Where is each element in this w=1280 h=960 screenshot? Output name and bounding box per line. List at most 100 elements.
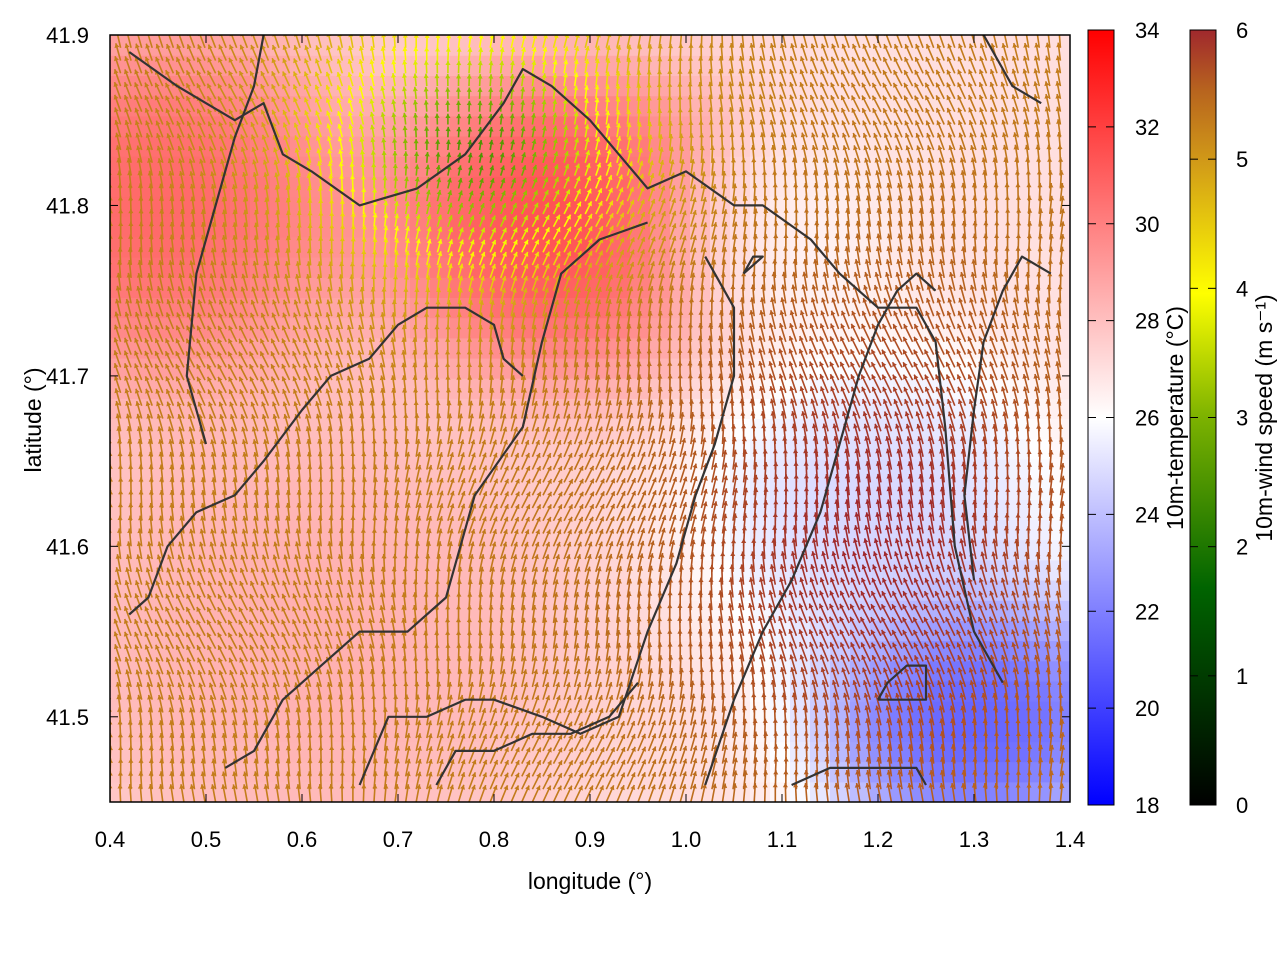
heat-cell — [990, 761, 1011, 783]
heat-cell — [930, 317, 951, 339]
heat-cell — [490, 55, 511, 76]
heat-cell — [1050, 438, 1070, 460]
wind-arrow-head — [103, 350, 108, 355]
heat-cell — [250, 216, 271, 238]
heat-cell — [310, 398, 331, 420]
wind-arrow-head — [125, 669, 131, 675]
heat-cell — [670, 216, 691, 238]
wind-arrow-head — [136, 286, 142, 291]
heat-cell — [430, 398, 451, 420]
wind-arrow-head — [145, 401, 151, 407]
heat-cell — [650, 95, 671, 117]
heat-cell — [290, 115, 311, 137]
heat-cell — [570, 35, 591, 56]
heat-cell — [850, 216, 871, 238]
wind-arrows — [103, 35, 1066, 802]
heat-cell — [930, 216, 951, 238]
heat-cell — [250, 580, 271, 601]
heat-cell — [230, 236, 251, 258]
wind-arrow-shaft — [110, 121, 111, 125]
heat-cell — [610, 95, 631, 117]
heat-cell — [850, 55, 871, 76]
wind-arrow-shaft — [110, 620, 111, 623]
heat-cell — [630, 216, 651, 238]
heat-cell — [110, 680, 131, 702]
heat-cell — [930, 559, 951, 581]
heat-cell — [910, 519, 931, 541]
heat-cell — [1050, 721, 1070, 743]
wind-arrow-head — [134, 631, 139, 637]
heat-cell — [1010, 438, 1031, 460]
heat-cell — [930, 156, 951, 177]
heat-cell — [710, 55, 731, 76]
heat-cell — [650, 156, 671, 177]
heat-cell — [170, 317, 191, 339]
heat-cell — [750, 761, 771, 783]
wind-arrow-head — [135, 43, 140, 49]
heat-cell — [810, 580, 831, 601]
heat-cell — [150, 277, 171, 298]
heat-cell — [150, 135, 171, 157]
heat-cell — [390, 55, 411, 76]
heat-cell — [750, 781, 771, 802]
heat-cell — [110, 156, 131, 177]
wind-arrow-head — [134, 82, 139, 88]
wind-arrow-head — [144, 593, 150, 599]
wind-arrow-head — [104, 43, 109, 48]
wind-arrow-head — [124, 388, 130, 394]
heat-cell — [510, 660, 531, 682]
heat-cell — [770, 438, 791, 460]
heat-cell — [330, 539, 351, 561]
heat-cell — [710, 297, 731, 319]
heat-cell — [230, 761, 251, 783]
heat-cell — [850, 479, 871, 500]
wind-arrow-head — [114, 580, 120, 585]
wind-arrow-head — [125, 682, 131, 687]
wind-arrow-head — [123, 350, 129, 356]
heat-cell — [250, 337, 271, 359]
heat-cell — [850, 721, 871, 743]
heat-cell — [270, 761, 291, 783]
heat-cell — [610, 357, 631, 379]
heat-cell — [710, 640, 731, 662]
wind-arrow-head — [145, 567, 151, 573]
heat-cell — [170, 499, 191, 520]
heat-cell — [1030, 660, 1051, 682]
heat-cell — [990, 479, 1011, 500]
heat-cell — [430, 176, 451, 198]
heat-cell — [610, 176, 631, 198]
heat-cell — [690, 236, 711, 258]
heat-cell — [530, 115, 551, 137]
heat-cell — [750, 741, 771, 763]
heat-cell — [650, 337, 671, 359]
heat-cell — [490, 559, 511, 581]
heat-cell — [930, 721, 951, 743]
heat-cell — [870, 600, 891, 621]
heat-cell — [530, 438, 551, 460]
heat-cell — [850, 337, 871, 359]
heat-cell — [630, 600, 651, 621]
heat-cell — [490, 781, 511, 802]
heat-cell — [1030, 277, 1051, 298]
heat-cell — [850, 559, 871, 581]
heat-cell — [770, 600, 791, 621]
heat-cell — [330, 458, 351, 480]
heat-cell — [990, 216, 1011, 238]
heat-cell — [170, 620, 191, 642]
heat-cell — [1030, 559, 1051, 581]
heat-cell — [130, 721, 151, 743]
heat-cell — [330, 216, 351, 238]
heat-cell — [1050, 620, 1070, 642]
heat-cell — [550, 600, 571, 621]
heat-cell — [370, 398, 391, 420]
heat-cell — [490, 115, 511, 137]
heat-cell — [850, 236, 871, 258]
heat-cell — [850, 519, 871, 541]
heat-cell — [1030, 317, 1051, 339]
heat-cell — [690, 297, 711, 319]
heat-cell — [370, 75, 391, 97]
heat-cell — [670, 257, 691, 278]
heat-cell — [130, 236, 151, 258]
heat-cell — [750, 640, 771, 662]
